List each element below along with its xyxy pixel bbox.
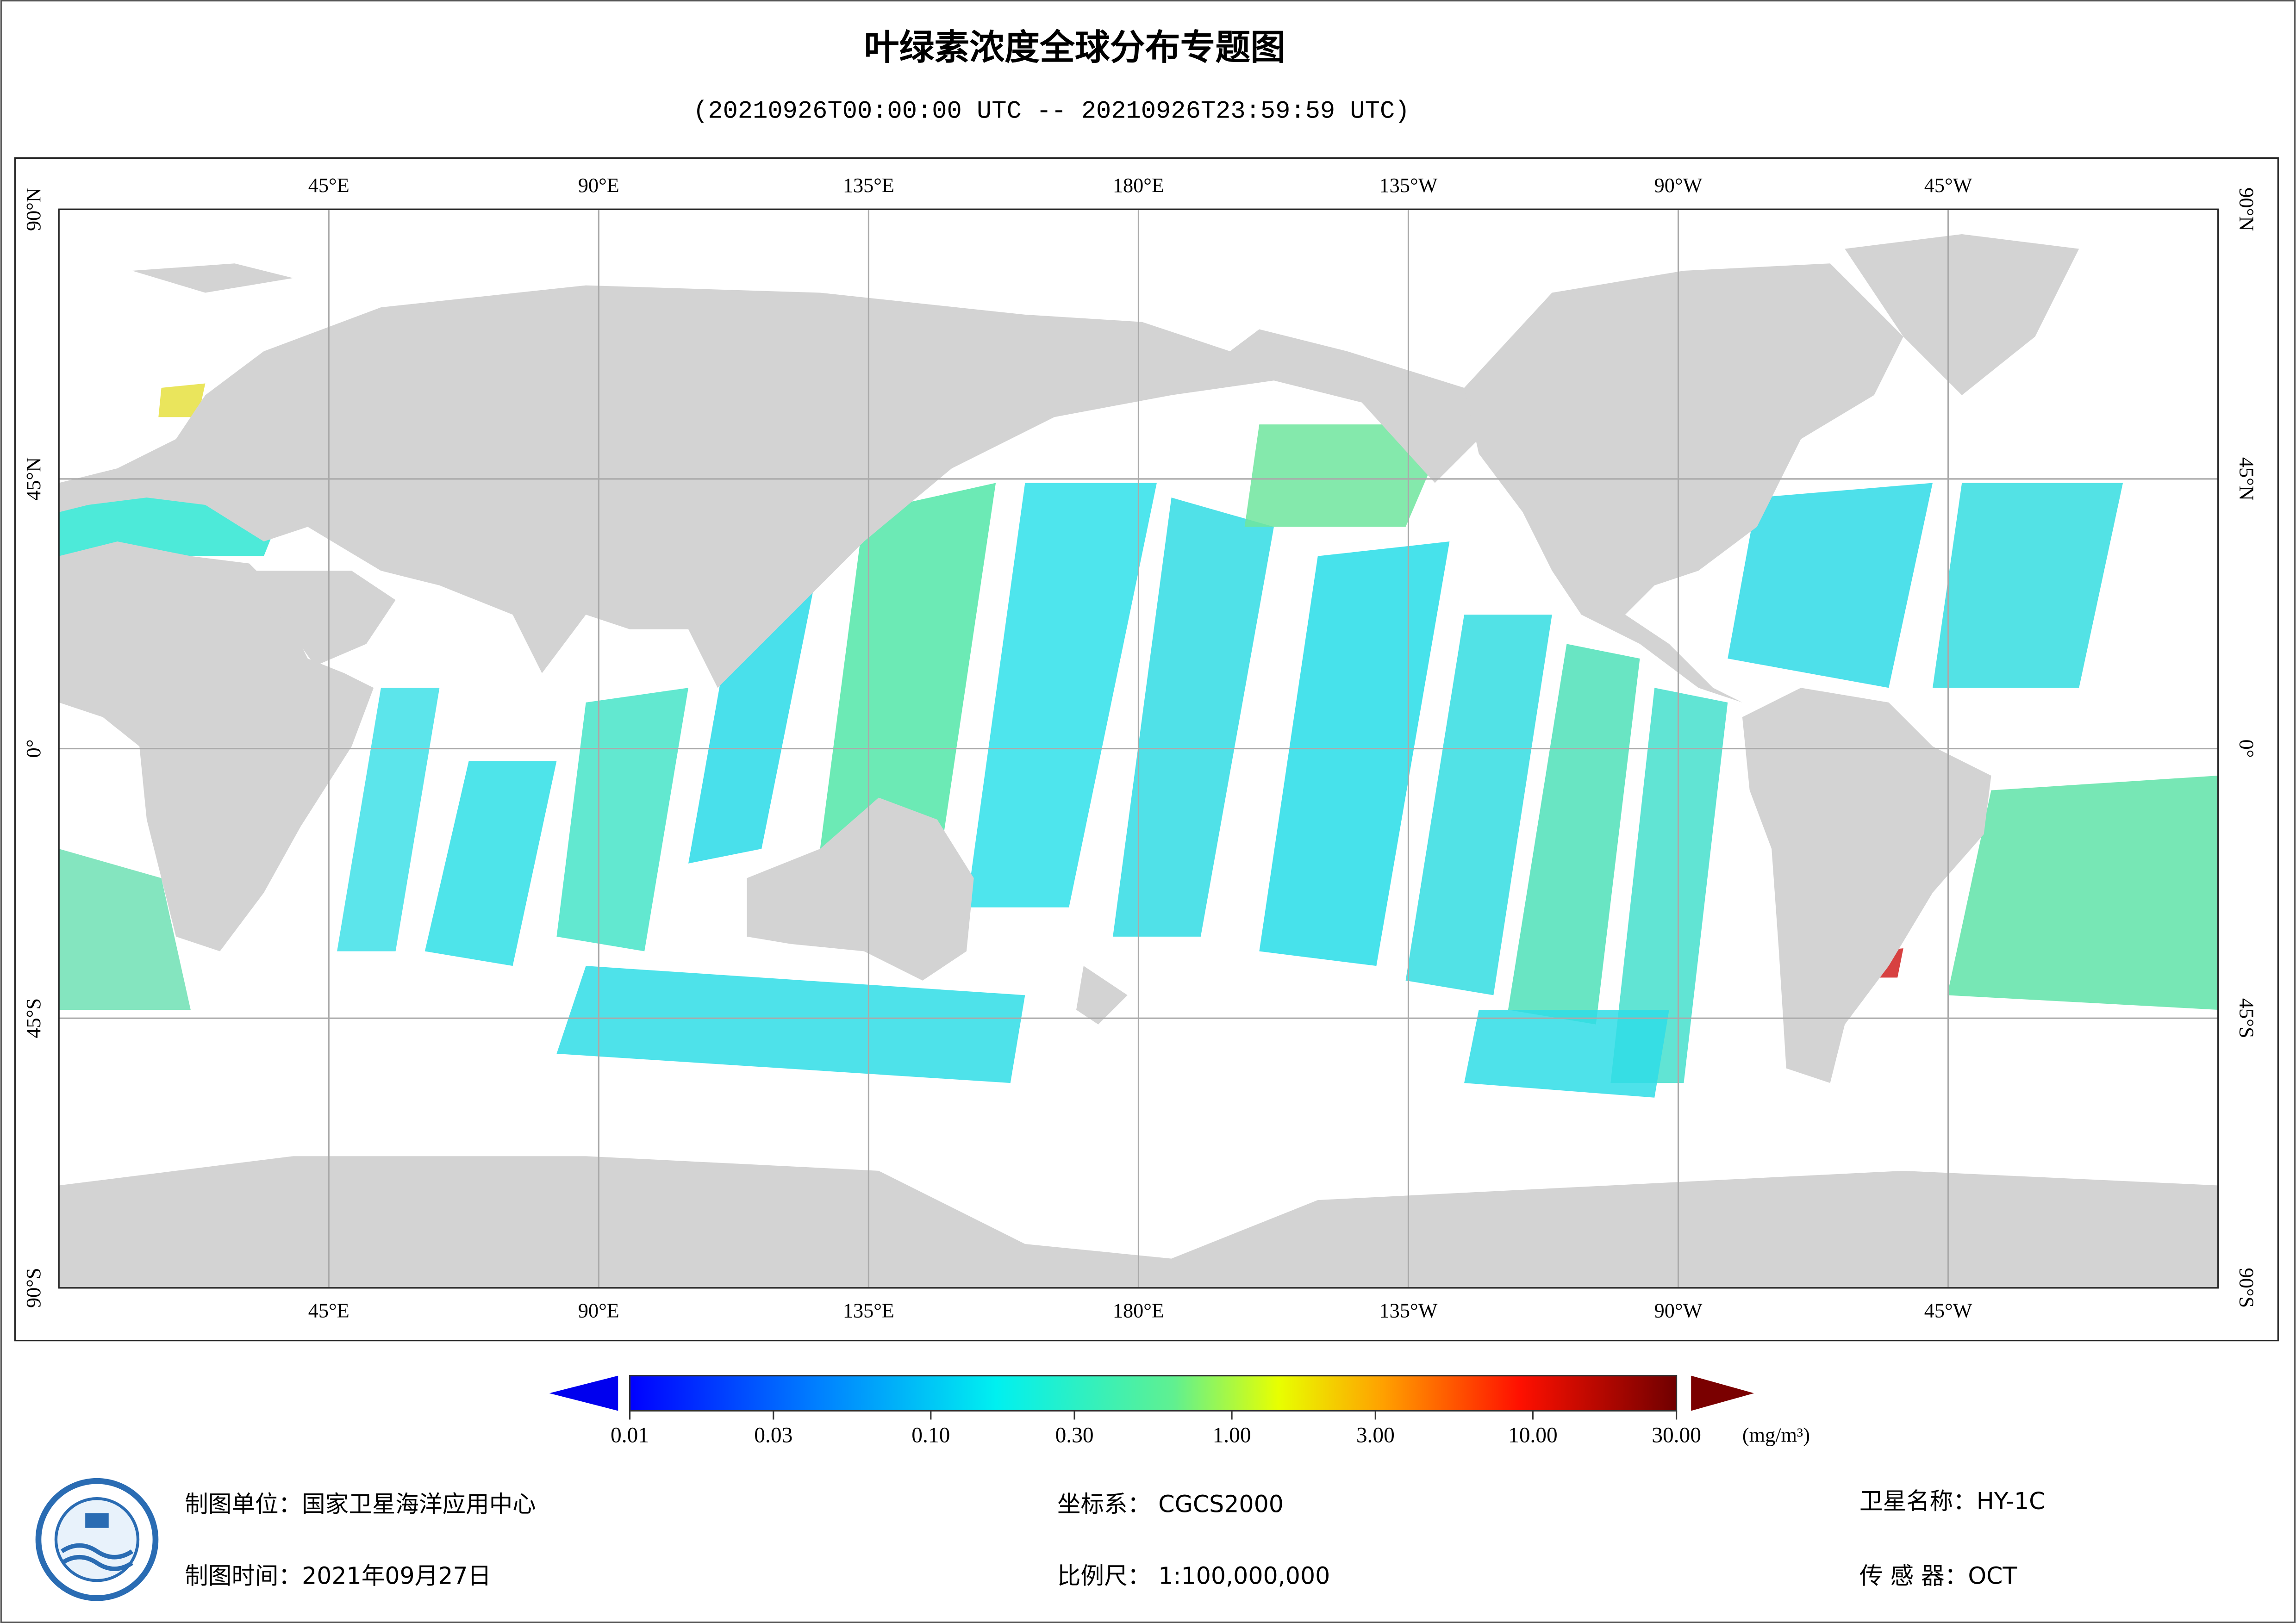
swath xyxy=(688,556,820,864)
colorbar-tick-label: 0.30 xyxy=(1055,1423,1094,1447)
footer-producer: 制图单位：国家卫星海洋应用中心 xyxy=(185,1491,536,1518)
colorbar-high-arrow xyxy=(1691,1375,1754,1411)
lon-label-bottom: 90°E xyxy=(578,1300,619,1322)
swath xyxy=(1508,644,1640,1025)
australia xyxy=(747,797,974,981)
swath xyxy=(1610,688,1728,1083)
eurasia xyxy=(59,285,1479,688)
title: 叶绿素浓度全球分布专题图 xyxy=(864,27,1286,68)
colorbar-tick-label: 0.10 xyxy=(911,1423,950,1447)
lon-label-top: 90°W xyxy=(1654,174,1703,197)
lat-label-right: 45°S xyxy=(2235,998,2258,1038)
footer-crs: 坐标系： CGCS2000 xyxy=(1057,1491,1284,1518)
lat-label-left: 90°S xyxy=(22,1268,45,1308)
swath xyxy=(1405,615,1552,995)
lon-label-bottom: 180°E xyxy=(1113,1300,1164,1322)
swath xyxy=(424,761,557,966)
swath xyxy=(966,483,1157,908)
colorbar-tick-label: 30.00 xyxy=(1652,1423,1701,1447)
lon-label-bottom: 45°E xyxy=(308,1300,349,1322)
lon-label-top: 45°W xyxy=(1924,174,1972,197)
map-frame xyxy=(14,157,2279,1342)
lat-label-right: 90°N xyxy=(2235,187,2258,231)
map-body xyxy=(58,208,2219,1289)
lon-label-top: 90°E xyxy=(578,174,619,197)
swath xyxy=(1932,483,2123,688)
lon-label-bottom: 45°W xyxy=(1924,1300,1972,1322)
colorbar-low-arrow xyxy=(549,1375,618,1411)
swath xyxy=(1113,497,1274,937)
colorbar-tick-label: 0.01 xyxy=(611,1423,649,1447)
swath xyxy=(556,966,1025,1083)
swath xyxy=(59,849,191,1010)
island xyxy=(132,263,293,293)
lat-label-right: 90°S xyxy=(2235,1268,2258,1308)
africa xyxy=(59,541,374,951)
footer-satellite: 卫星名称：HY-1C xyxy=(1859,1487,2046,1515)
lat-label-left: 0° xyxy=(22,740,45,758)
colorbar-unit: (mg/m³) xyxy=(1742,1424,1810,1447)
swath xyxy=(1244,424,1450,527)
lat-label-right: 45°N xyxy=(2235,457,2258,501)
swath xyxy=(337,688,440,951)
swath xyxy=(1259,541,1450,966)
swath xyxy=(158,383,206,417)
colorbar-ramp xyxy=(629,1374,1678,1412)
lat-label-left: 90°N xyxy=(22,187,45,231)
swath xyxy=(1728,483,1933,688)
subtitle: (20210926T00:00:00 UTC -- 20210926T23:59… xyxy=(693,98,1410,126)
lon-label-bottom: 90°W xyxy=(1654,1300,1703,1322)
chlorophyll-swaths xyxy=(59,383,2218,1098)
lon-label-top: 135°E xyxy=(843,174,894,197)
lon-label-top: 45°E xyxy=(308,174,349,197)
swath xyxy=(820,483,996,878)
lat-label-left: 45°S xyxy=(22,998,45,1038)
colorbar-tick-label: 10.00 xyxy=(1508,1423,1558,1447)
arabia xyxy=(256,571,396,666)
colorbar-tick-label: 3.00 xyxy=(1356,1423,1395,1447)
lon-label-bottom: 135°W xyxy=(1379,1300,1438,1322)
north-america xyxy=(1464,263,1903,703)
lat-label-left: 45°N xyxy=(22,457,45,501)
footer-sensor: 传 感 器：OCT xyxy=(1859,1562,2018,1589)
south-america xyxy=(1742,688,1991,1083)
swath xyxy=(556,688,689,951)
swath xyxy=(1464,1009,1669,1098)
lat-label-right: 0° xyxy=(2235,740,2258,758)
lon-label-bottom: 135°E xyxy=(843,1300,894,1322)
colorbar-tick-label: 1.00 xyxy=(1213,1423,1251,1447)
swath xyxy=(1947,776,2218,1010)
colorbar: (mg/m³) 0.01 0.03 0.10 0.30 1.00 3.00 10.00 30.… xyxy=(549,1374,1810,1447)
logo xyxy=(35,1478,159,1601)
colorbar-tick-label: 0.03 xyxy=(754,1423,792,1447)
footer-scale: 比例尺： 1:100,000,000 xyxy=(1057,1562,1330,1589)
lon-label-top: 180°E xyxy=(1113,174,1164,197)
map-border xyxy=(58,208,2219,1289)
greenland xyxy=(1845,234,2079,395)
lon-label-top: 135°W xyxy=(1379,174,1438,197)
new-zealand xyxy=(1076,966,1128,1025)
footer-date: 制图时间：2021年09月27日 xyxy=(185,1562,491,1589)
